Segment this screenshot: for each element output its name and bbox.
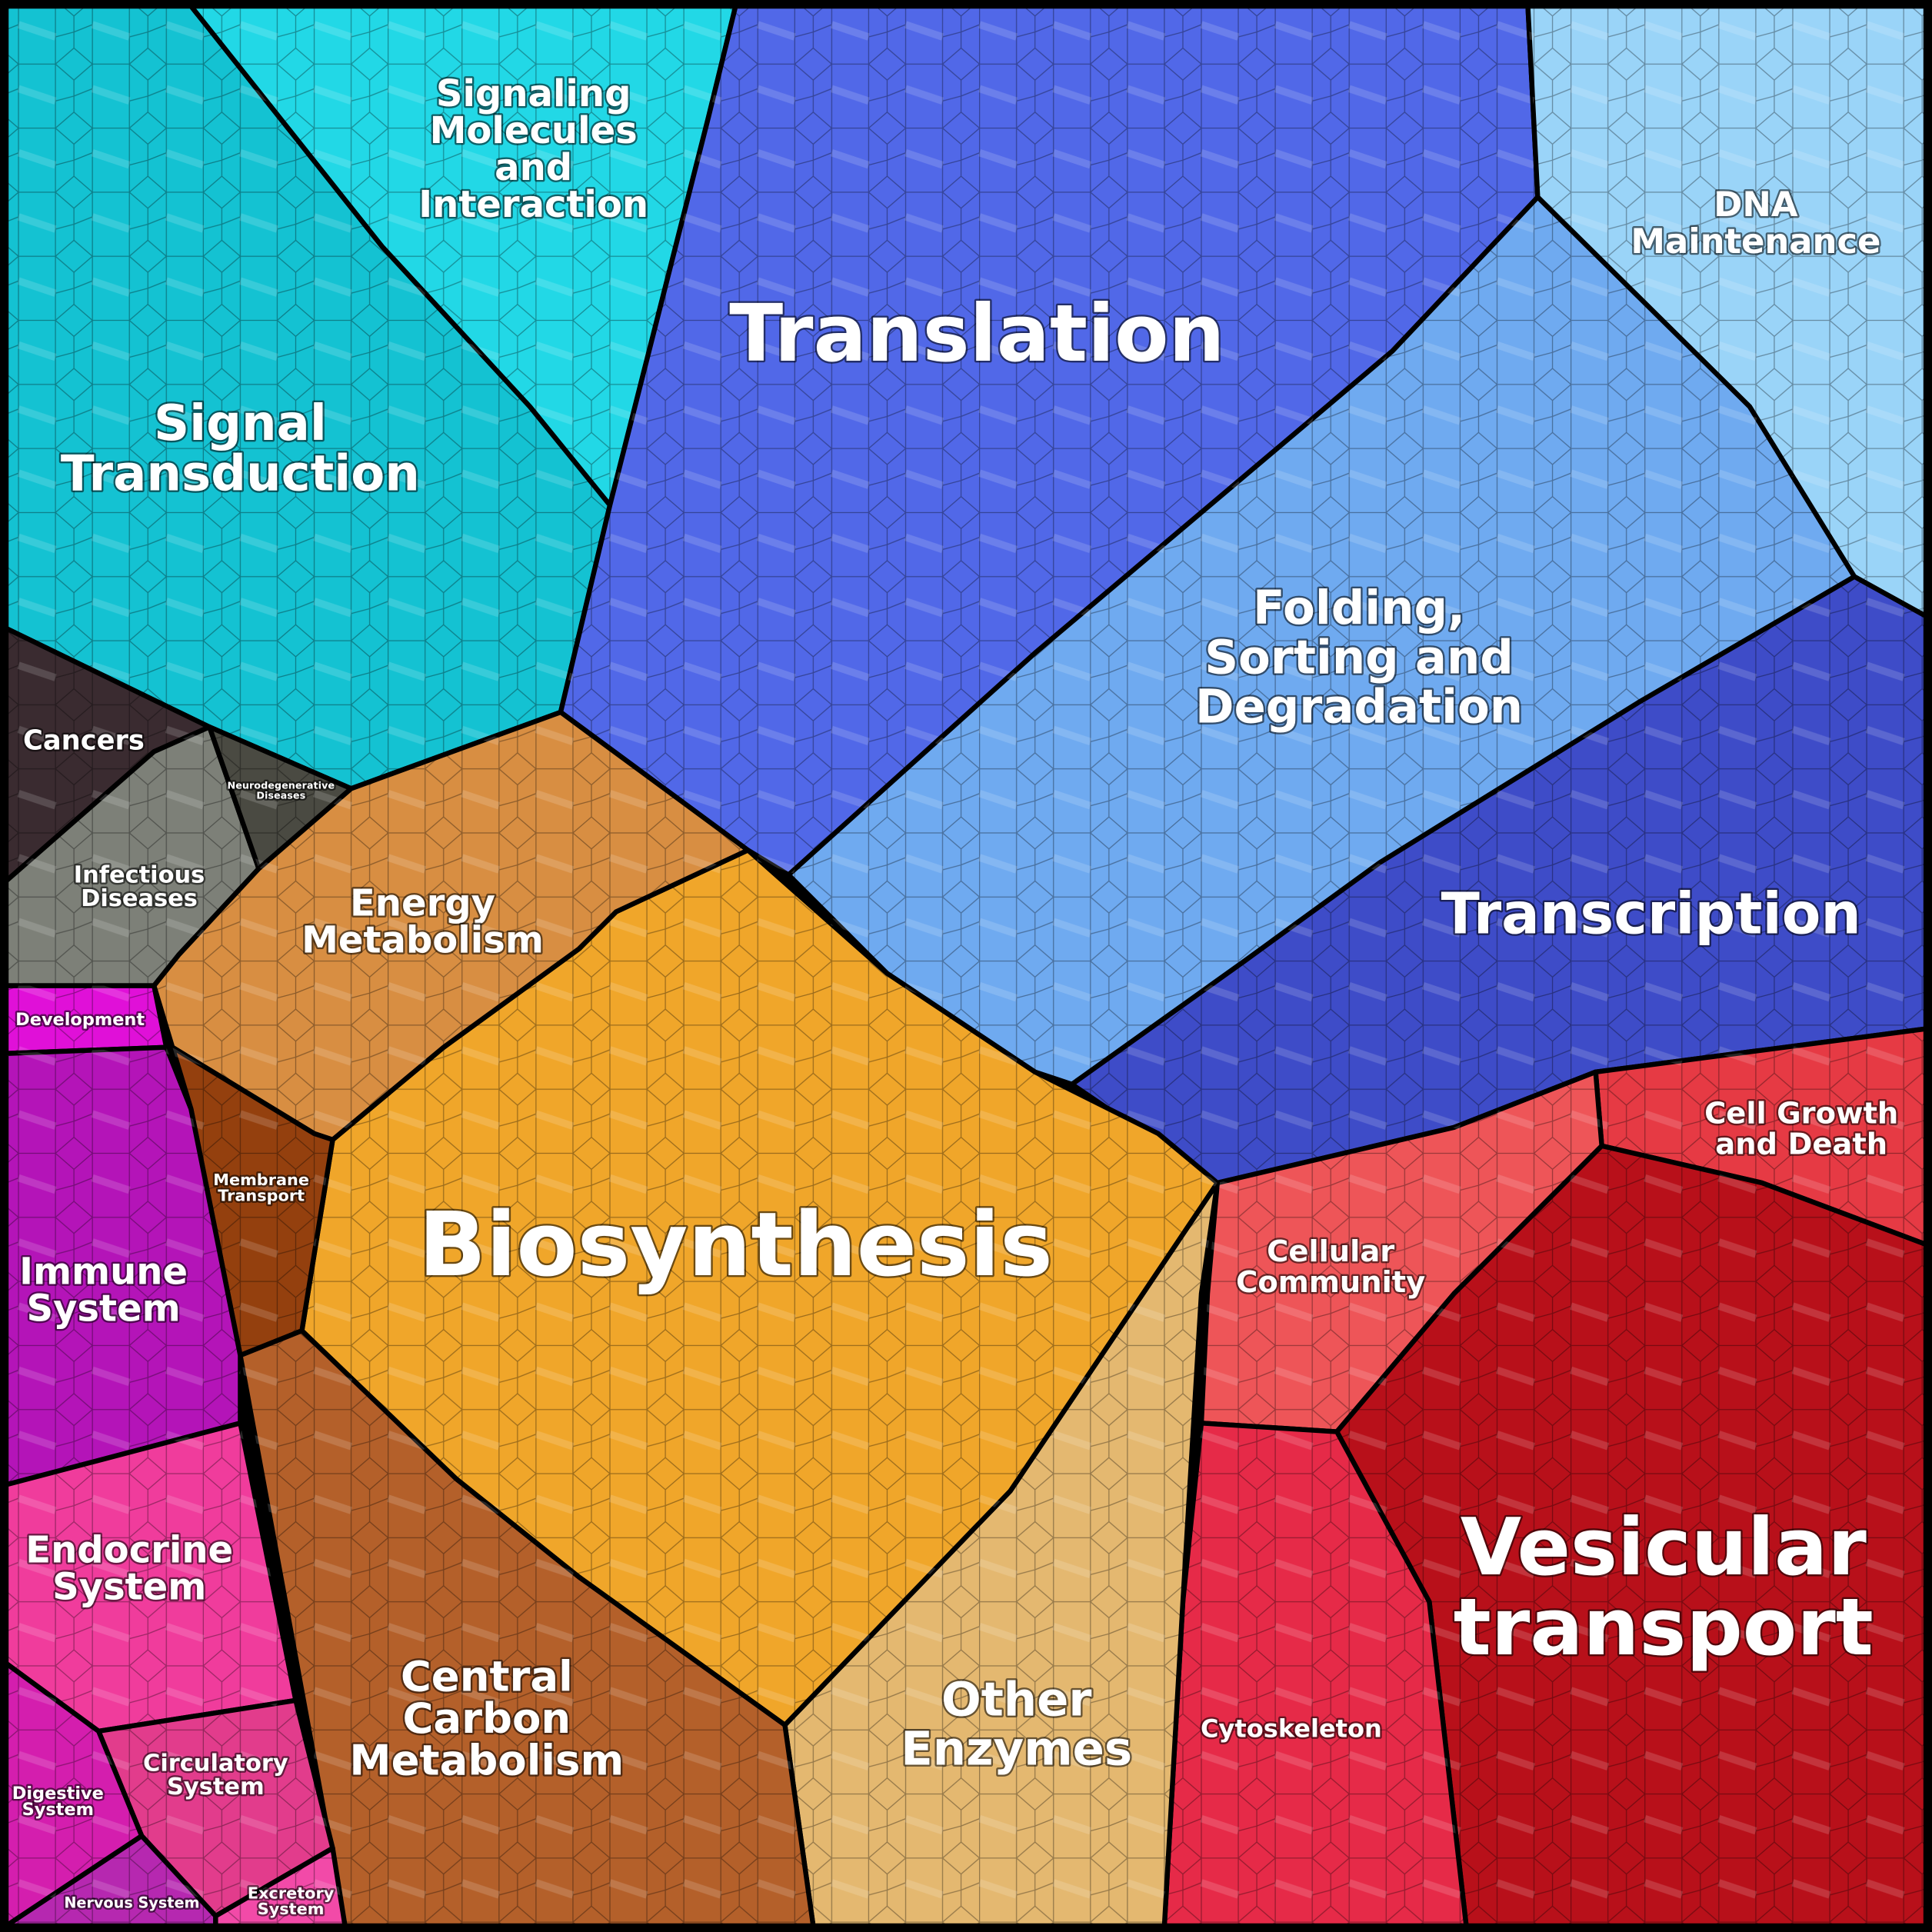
region-cells bbox=[1071, 576, 1926, 1183]
region-label: System bbox=[258, 1900, 325, 1918]
region-label: Signal bbox=[154, 395, 327, 452]
region-label: Energy bbox=[350, 882, 495, 925]
region-cells bbox=[6, 985, 167, 1054]
region-label: Degradation bbox=[1195, 679, 1523, 734]
region-cells bbox=[1164, 1423, 1467, 1926]
region-cells bbox=[209, 727, 351, 869]
region-label: System bbox=[167, 1774, 265, 1800]
region-label: Enzymes bbox=[901, 1722, 1132, 1777]
region-label: System bbox=[27, 1287, 181, 1331]
region-label: DNA bbox=[1714, 184, 1798, 225]
region-cells bbox=[6, 1836, 216, 1926]
region-cells bbox=[240, 1331, 814, 1926]
region-label: Membrane bbox=[213, 1171, 309, 1189]
region-cells bbox=[6, 628, 210, 881]
region-label: Nervous System bbox=[64, 1894, 199, 1912]
region-label: Excretory bbox=[248, 1884, 335, 1902]
region-label: Maintenance bbox=[1631, 221, 1880, 261]
region-label: Biosynthesis bbox=[418, 1194, 1053, 1297]
region-label: Metabolism bbox=[349, 1736, 624, 1785]
region-label: Translation bbox=[729, 288, 1224, 380]
region-label: Folding, bbox=[1253, 581, 1465, 635]
region bbox=[3, 1044, 243, 1487]
region-label: System bbox=[52, 1566, 206, 1609]
region-cells bbox=[172, 1047, 333, 1356]
region-label: Signaling bbox=[436, 72, 631, 115]
region-label: Transduction bbox=[61, 446, 420, 503]
region-label: Carbon bbox=[402, 1694, 571, 1743]
region-cells bbox=[301, 850, 1217, 1725]
region-cells bbox=[784, 1182, 1217, 1926]
region bbox=[558, 3, 1541, 878]
region-cells bbox=[560, 6, 1538, 875]
region-label: Community bbox=[1236, 1265, 1425, 1300]
region-label: Other bbox=[941, 1673, 1091, 1727]
region-label: Sorting and bbox=[1204, 630, 1514, 685]
region bbox=[1334, 1143, 1929, 1929]
region-label: Development bbox=[15, 1010, 145, 1030]
region-label: Circulatory bbox=[143, 1750, 288, 1777]
region-label: Cellular bbox=[1267, 1234, 1394, 1269]
region-label: and Death bbox=[1715, 1127, 1887, 1161]
region-label: Interaction bbox=[418, 183, 648, 226]
region-label: Immune bbox=[19, 1251, 188, 1294]
region-label: Molecules bbox=[430, 109, 638, 152]
region-label: Transcription bbox=[1441, 882, 1861, 948]
region-label: System bbox=[22, 1800, 94, 1820]
region-cells bbox=[1201, 1071, 1602, 1432]
region bbox=[3, 724, 261, 988]
region bbox=[238, 1328, 816, 1929]
region-cells bbox=[6, 1423, 296, 1731]
region-label: Central bbox=[401, 1652, 573, 1701]
region-cells bbox=[6, 6, 611, 789]
region-cells bbox=[215, 1848, 345, 1926]
region-label: Cancers bbox=[23, 724, 145, 756]
region-label: Diseases bbox=[256, 790, 305, 801]
region-cells bbox=[191, 6, 736, 505]
region-cells bbox=[98, 1700, 333, 1917]
region bbox=[299, 848, 1221, 1728]
region-cells bbox=[6, 727, 259, 986]
region-cells bbox=[6, 1663, 142, 1926]
region-label: and bbox=[495, 146, 572, 189]
region-label: Vesicular bbox=[1461, 1502, 1867, 1594]
region-cells bbox=[788, 197, 1855, 1084]
region-cells bbox=[1595, 1028, 1926, 1245]
region-label: Cytoskeleton bbox=[1201, 1714, 1382, 1743]
region bbox=[3, 983, 169, 1056]
region-cells bbox=[1527, 6, 1926, 617]
region-label: Neurodegenerative bbox=[227, 781, 335, 792]
region bbox=[1593, 1026, 1929, 1247]
region-label: Endocrine bbox=[25, 1529, 233, 1572]
region-label: Diseases bbox=[81, 885, 198, 912]
region-label: Metabolism bbox=[301, 919, 544, 962]
region-label: Cell Growth bbox=[1704, 1096, 1898, 1131]
region bbox=[170, 1044, 335, 1358]
region bbox=[213, 1845, 348, 1929]
region-label: Digestive bbox=[12, 1784, 104, 1804]
region bbox=[3, 1421, 298, 1734]
region-label: Transport bbox=[218, 1187, 305, 1205]
region-cells bbox=[6, 1047, 241, 1485]
region-label: transport bbox=[1454, 1582, 1874, 1674]
region-cells bbox=[1337, 1145, 1926, 1926]
region-cells bbox=[154, 711, 748, 1140]
region-label: Infectious bbox=[74, 862, 205, 889]
